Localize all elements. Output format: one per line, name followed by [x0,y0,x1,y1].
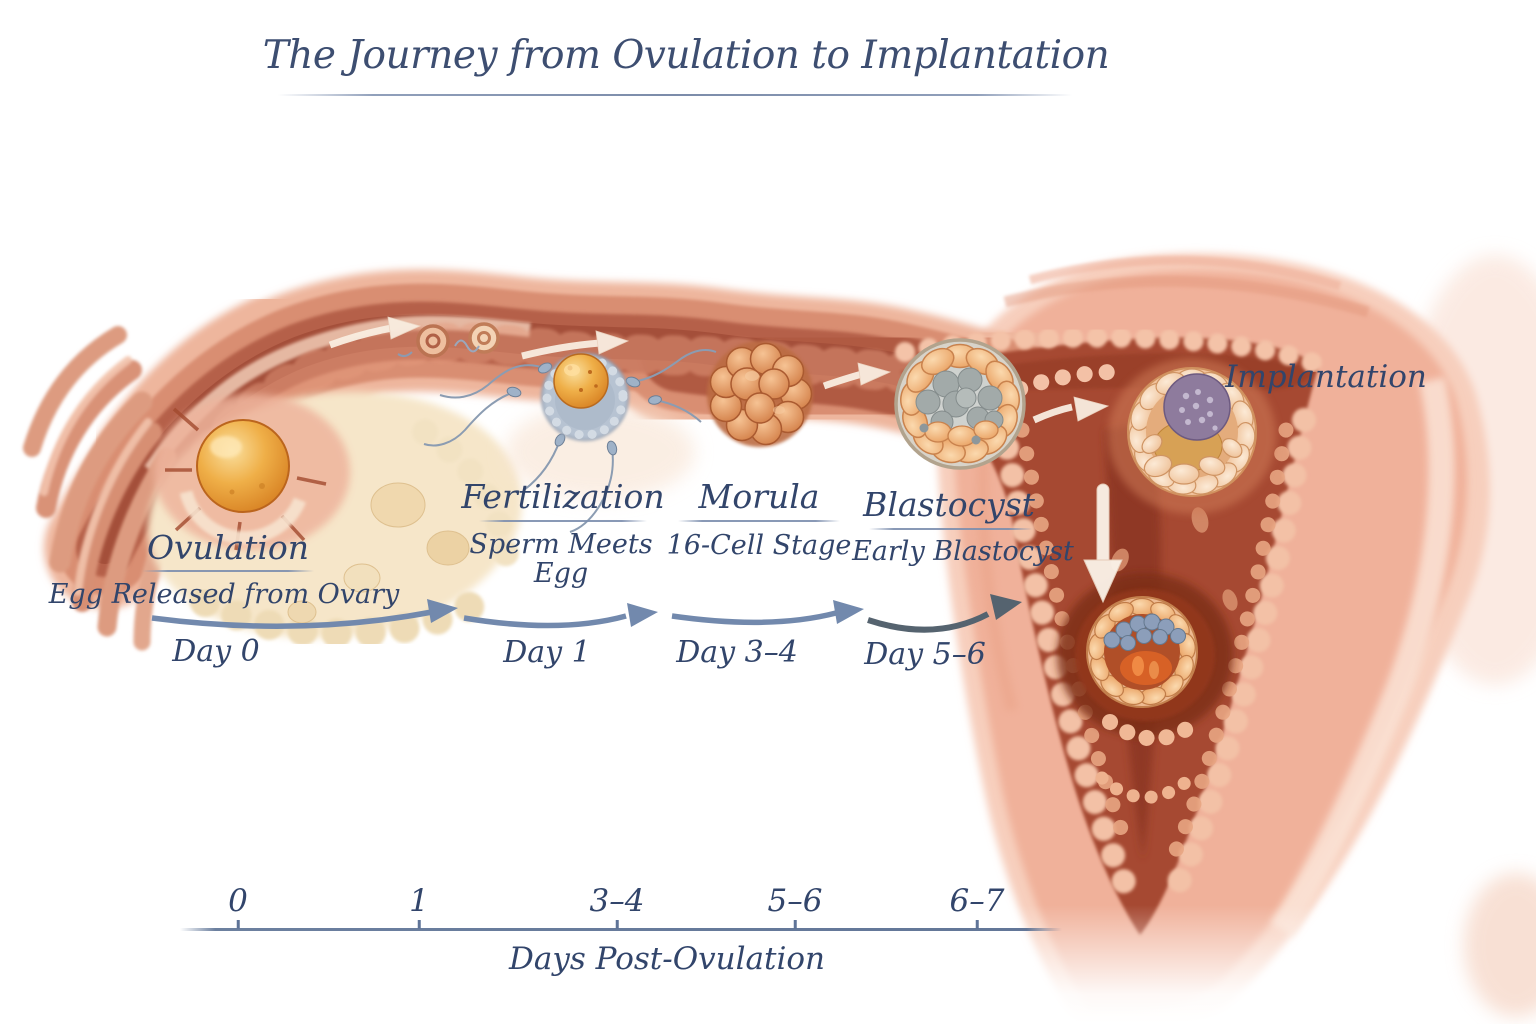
timeline-tick-label-1: 1 [409,883,429,919]
fundus-texture-stroke [1003,275,1370,318]
timeline-tick-label-5-6: 5–6 [767,883,823,919]
stage-name-blastocyst: Blastocyst [863,485,1035,524]
stage-day-fertilization: Day 1 [503,635,591,670]
timeline-tick [793,920,797,929]
flow-arrow-icon [521,330,630,360]
bottom-fade [930,905,1536,1024]
timeline-tick [417,920,421,929]
ovulated-egg [196,419,290,513]
stage-day-ovulation: Day 0 [172,634,260,669]
ovary-bumps [412,419,520,575]
flow-arrows [328,316,1123,604]
arrow-morula-to-blastocyst [671,600,864,626]
blastocyst [894,338,1026,470]
timeline-tick-label-0: 0 [228,883,248,919]
fundus-texture-stroke [1028,255,1342,291]
timeline-tick [615,920,619,929]
stage-divider-ovulation [142,570,314,572]
trophoblast-ring-cells [1088,597,1196,706]
page-title: The Journey from Ovulation to Implantati… [262,33,1110,78]
uterus-right-inner-band [1270,377,1455,937]
follicle [287,600,317,624]
endometrium-right-bumps-inner [1168,422,1294,858]
title-divider [278,94,1072,96]
stage-day-blastocyst: Day 5–6 [864,637,986,672]
egg-highlight [210,436,242,458]
sperm-heads [506,362,662,456]
implanting-bottom-cells [1141,434,1243,485]
stage-subtitle-fertilization: Sperm Meets Egg [469,529,653,590]
fertilization-egg [423,349,717,533]
endometrium-right-bumps [1166,408,1316,896]
timeline-tick [975,920,979,929]
egg-in-transit-icons [397,322,500,358]
implanted-blastocyst [1057,573,1233,804]
morula-cells [709,342,813,446]
follicle [426,530,470,566]
timeline-axis-label: Days Post-Ovulation [508,941,826,977]
follicle [343,563,381,593]
stage-arrows [151,594,1022,633]
stage-name-fertilization: Fertilization [461,477,665,516]
stage-divider-morula [678,520,840,522]
egg-yolk [553,353,609,409]
implanting-blastocyst [1108,358,1276,514]
endometrium-left-bumps [990,408,1136,894]
morula [707,341,813,447]
corona-cells [542,354,628,440]
icm-texture-dots [1179,389,1218,431]
ovary-ligament-wash [505,404,695,500]
implanted-icm-cells [1103,613,1186,651]
corner-watercolor-smudge [1464,873,1536,1017]
bumps-below-implantation [1102,714,1204,747]
stage-subtitle-ovulation: Egg Released from Ovary [48,579,400,610]
stage-subtitle-blastocyst: Early Blastocyst [852,536,1074,567]
follicle-collar [179,490,307,545]
flow-arrow-icon [1032,396,1110,424]
stage-day-morula: Day 3–4 [676,635,798,670]
flow-arrow-icon [822,362,892,390]
timeline-axis [180,928,1062,931]
arrow-fertilization-to-morula [463,603,658,629]
implantation-down-arrow-icon [1083,483,1123,604]
stage-name-implantation: Implantation [1225,359,1427,395]
timeline-tick-label-6-7: 6–7 [949,883,1005,919]
ovary-bumps [190,585,497,649]
timeline-tick [236,920,240,929]
arrow-ovulation-to-fertilization [151,599,458,629]
stage-subtitle-morula: 16-Cell Stage [666,530,852,561]
follicle [370,482,426,528]
stage-name-morula: Morula [698,477,820,516]
stage-divider-blastocyst [869,528,1033,530]
flow-arrow-icon [328,316,422,349]
stage-divider-fertilization [479,520,647,522]
stage-name-ovulation: Ovulation [146,528,310,567]
timeline-tick-label-3-4: 3–4 [589,883,645,919]
arrow-blastocyst-to-implantation [867,594,1022,633]
implanted-center-glow [1120,651,1172,685]
